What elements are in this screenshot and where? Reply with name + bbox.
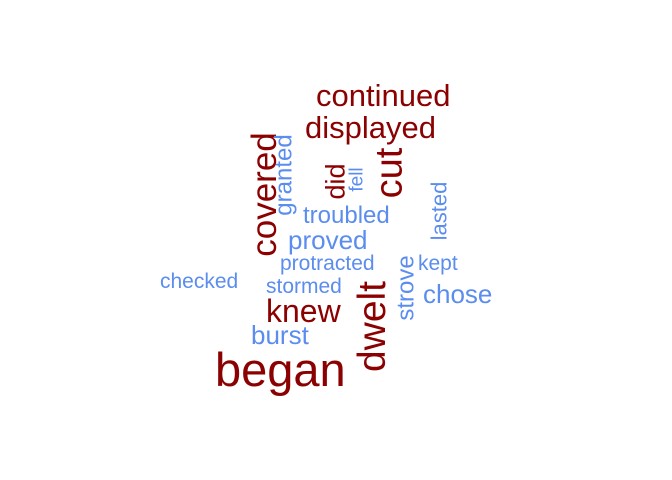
word-strove: strove [392, 255, 420, 321]
word-did: did [320, 163, 351, 200]
word-lasted: lasted [426, 181, 452, 241]
word-kept: kept [418, 252, 458, 275]
word-stormed: stormed [266, 275, 342, 298]
word-displayed: displayed [305, 110, 436, 145]
word-checked: checked [160, 270, 239, 293]
word-continued: continued [316, 78, 451, 113]
word-granted: granted [270, 134, 298, 216]
word-cut: cut [368, 147, 411, 199]
word-fell: fell [346, 167, 368, 192]
word-proved: proved [288, 225, 368, 255]
word-chose: chose [423, 279, 493, 309]
word-knew: knew [266, 293, 341, 329]
word-troubled: troubled [303, 202, 390, 229]
word-dwelt: dwelt [351, 280, 395, 373]
word-burst: burst [251, 320, 309, 350]
word-protracted: protracted [280, 252, 375, 275]
word-began: began [215, 343, 346, 396]
